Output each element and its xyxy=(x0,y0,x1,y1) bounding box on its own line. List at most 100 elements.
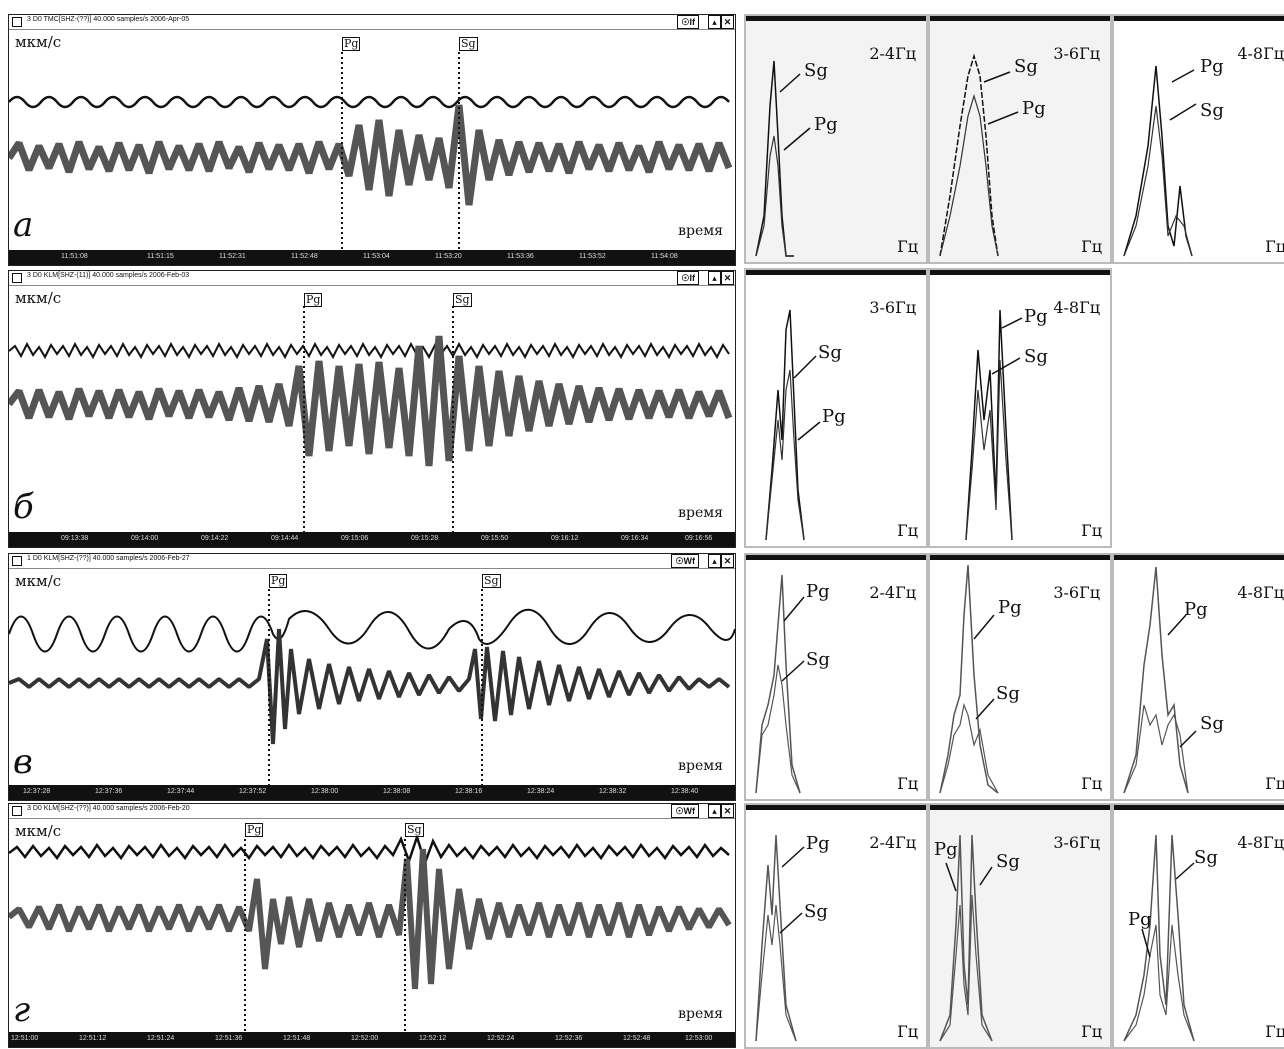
filter-mode-button[interactable]: ☉If xyxy=(677,271,699,285)
panel-title-bar: 1 D0 KLM[SHZ-(??)] 40.000 samples/s 2006… xyxy=(9,554,735,569)
frequency-axis-label: Гц xyxy=(1081,1022,1102,1041)
waveform-area xyxy=(9,832,732,1032)
channel-title: 3 D0 KLM[SHZ-(11)] 40.000 samples/s 2006… xyxy=(27,272,190,279)
close-icon[interactable]: ✕ xyxy=(721,15,734,29)
band-label: 2-4Гц xyxy=(869,44,916,63)
close-icon[interactable]: ✕ xyxy=(721,804,734,818)
time-axis-label: время xyxy=(678,223,723,239)
spectrum-panel-v-2-4: 2-4Гц Pg Sg Гц xyxy=(744,553,928,801)
sg-marker-label[interactable]: Sg xyxy=(453,293,472,307)
phase-arrow-label: Pg xyxy=(806,581,830,602)
amplitude-unit: мкм/с xyxy=(15,572,62,590)
time-tick: 12:51:48 xyxy=(283,1035,311,1042)
time-tick: 12:51:12 xyxy=(79,1035,107,1042)
phase-arrow-label: Sg xyxy=(806,649,830,670)
phase-arrow-label: Pg xyxy=(822,406,846,427)
time-tick: 12:52:48 xyxy=(623,1035,651,1042)
time-axis[interactable]: 11:51:08 11:51:15 11:52:31 11:52:48 11:5… xyxy=(9,250,735,265)
phase-arrow-label: Pg xyxy=(1200,56,1224,77)
close-icon[interactable]: ✕ xyxy=(721,554,734,568)
channel-checkbox[interactable] xyxy=(12,17,22,27)
spectrum-plot xyxy=(755,60,811,257)
close-icon[interactable]: ✕ xyxy=(721,271,734,285)
phase-arrow-label: Pg xyxy=(1022,98,1046,119)
spectrum-panel-v-3-6: 3-6Гц Pg Sg Гц xyxy=(928,553,1112,801)
time-tick: 12:38:16 xyxy=(455,788,483,795)
phase-arrow-label: Sg xyxy=(818,342,842,363)
band-label: 3-6Гц xyxy=(1053,833,1100,852)
time-tick: 09:14:00 xyxy=(131,535,159,542)
panel-letter: б xyxy=(13,487,34,527)
spectrum-plot xyxy=(1123,834,1195,1042)
time-tick: 12:38:40 xyxy=(671,788,699,795)
seismogram-panel-v: 1 D0 KLM[SHZ-(??)] 40.000 samples/s 2006… xyxy=(8,553,736,801)
time-tick: 11:51:15 xyxy=(147,253,174,260)
maximize-icon[interactable]: ▴ xyxy=(708,804,721,818)
spectrum-panel-b-4-8: 4-8Гц Pg Sg Гц xyxy=(928,268,1112,548)
pg-marker-label[interactable]: Pg xyxy=(304,293,323,307)
spectrum-plot xyxy=(939,53,1019,257)
channel-checkbox[interactable] xyxy=(12,273,22,283)
time-tick: 09:16:56 xyxy=(685,535,713,542)
noise-band xyxy=(9,628,731,745)
spectrum-plot xyxy=(939,564,999,794)
phase-arrow-label: Sg xyxy=(996,851,1020,872)
filter-mode-button[interactable]: ☉If xyxy=(677,15,699,29)
amplitude-unit: мкм/с xyxy=(15,33,62,51)
panel-title-bar: 3 D0 TMC[SHZ-(??)] 40.000 samples/s 2006… xyxy=(9,15,735,30)
time-tick: 12:37:52 xyxy=(239,788,267,795)
filter-mode-button[interactable]: ☉Wf xyxy=(671,554,699,568)
time-axis[interactable]: 12:51:00 12:51:12 12:51:24 12:51:36 12:5… xyxy=(9,1032,735,1047)
pg-marker-label[interactable]: Pg xyxy=(269,574,288,588)
pg-marker-label[interactable]: Pg xyxy=(245,823,264,837)
sg-marker-label[interactable]: Sg xyxy=(405,823,424,837)
low-freq-trace xyxy=(9,832,730,867)
panel-letter: в xyxy=(13,742,33,782)
band-label: 2-4Гц xyxy=(869,583,916,602)
band-label: 4-8Гц xyxy=(1237,583,1284,602)
sg-marker-label[interactable]: Sg xyxy=(482,574,501,588)
time-tick: 12:51:36 xyxy=(215,1035,243,1042)
time-axis[interactable]: 12:37:28 12:37:36 12:37:44 12:37:52 12:3… xyxy=(9,785,735,800)
amplitude-unit: мкм/с xyxy=(15,289,62,307)
band-label: 3-6Гц xyxy=(1053,583,1100,602)
panel-letter: г xyxy=(13,990,31,1030)
filter-mode-button[interactable]: ☉Wf xyxy=(671,804,699,818)
time-tick: 12:51:00 xyxy=(11,1035,39,1042)
phase-arrow-label: Sg xyxy=(1194,847,1218,868)
spectrum-panel-a-4-8: 4-8Гц Pg Sg Гц xyxy=(1112,14,1284,264)
band-label: 4-8Гц xyxy=(1237,44,1284,63)
channel-checkbox[interactable] xyxy=(12,556,22,566)
band-label: 3-6Гц xyxy=(1053,44,1100,63)
time-tick: 11:52:48 xyxy=(291,253,318,260)
waveform-area xyxy=(9,52,733,250)
low-freq-trace xyxy=(9,95,730,109)
pg-marker-label[interactable]: Pg xyxy=(342,37,361,51)
time-tick: 11:53:36 xyxy=(507,253,534,260)
sg-marker-label[interactable]: Sg xyxy=(459,37,478,51)
channel-checkbox[interactable] xyxy=(12,806,22,816)
maximize-icon[interactable]: ▴ xyxy=(708,554,721,568)
maximize-icon[interactable]: ▴ xyxy=(708,15,721,29)
channel-title: 3 D0 TMC[SHZ-(??)] 40.000 samples/s 2006… xyxy=(27,16,190,23)
seismogram-panel-g: 3 D0 KLM[SHZ-(??)] 40.000 samples/s 2006… xyxy=(8,803,736,1048)
spectrum-panel-v-4-8: 4-8Гц Pg Sg Гц xyxy=(1112,553,1284,801)
time-tick: 12:38:08 xyxy=(383,788,411,795)
spectrum-plot xyxy=(765,309,821,541)
time-axis-label: время xyxy=(678,758,723,774)
time-tick: 11:54:08 xyxy=(651,253,678,260)
spectrum-panel-g-3-6: 3-6Гц Pg Sg Гц xyxy=(928,803,1112,1049)
spectrum-panel-b-3-6: 3-6Гц Sg Pg Гц xyxy=(744,268,928,548)
time-tick: 09:14:44 xyxy=(271,535,299,542)
time-tick: 09:16:34 xyxy=(621,535,649,542)
maximize-icon[interactable]: ▴ xyxy=(708,271,721,285)
time-tick: 12:51:24 xyxy=(147,1035,175,1042)
spectrum-plot xyxy=(755,574,805,794)
time-tick: 12:52:24 xyxy=(487,1035,515,1042)
phase-arrow-label: Pg xyxy=(806,833,830,854)
time-axis[interactable]: 09:13:38 09:14:00 09:14:22 09:14:44 09:1… xyxy=(9,532,735,547)
phase-arrow-label: Pg xyxy=(1128,909,1152,930)
spectrum-plot xyxy=(939,834,993,1042)
time-tick: 09:15:06 xyxy=(341,535,369,542)
band-label: 4-8Гц xyxy=(1237,833,1284,852)
